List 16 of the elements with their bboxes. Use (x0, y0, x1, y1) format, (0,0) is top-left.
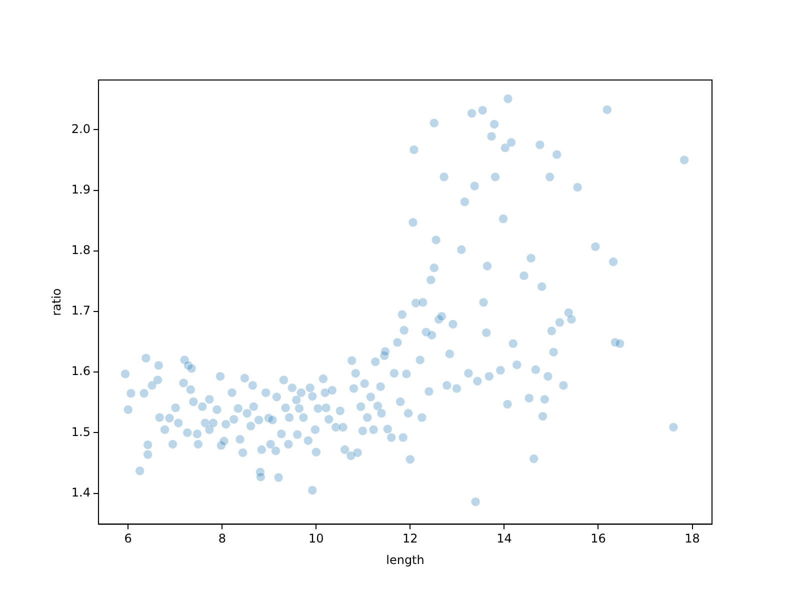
y-tick-label: 1.4 (71, 485, 90, 500)
y-tick-label: 1.5 (71, 424, 90, 439)
x-tick-label: 8 (218, 532, 226, 546)
x-tick-label: 18 (684, 532, 700, 546)
x-tick-label: 16 (590, 532, 606, 546)
x-tick-label: 12 (402, 532, 418, 546)
x-tick-label: 6 (124, 532, 132, 546)
y-tick-label: 1.7 (71, 304, 90, 318)
x-tick-label: 10 (308, 532, 324, 546)
y-tick-label: 2.0 (71, 122, 90, 136)
y-axis-title: ratio (49, 288, 64, 316)
y-tick-label: 1.8 (71, 243, 90, 258)
x-tick-label: 14 (496, 532, 512, 546)
y-tick-label: 1.6 (71, 364, 90, 378)
x-axis-title: length (386, 552, 424, 567)
y-tick-label: 1.9 (71, 182, 90, 196)
